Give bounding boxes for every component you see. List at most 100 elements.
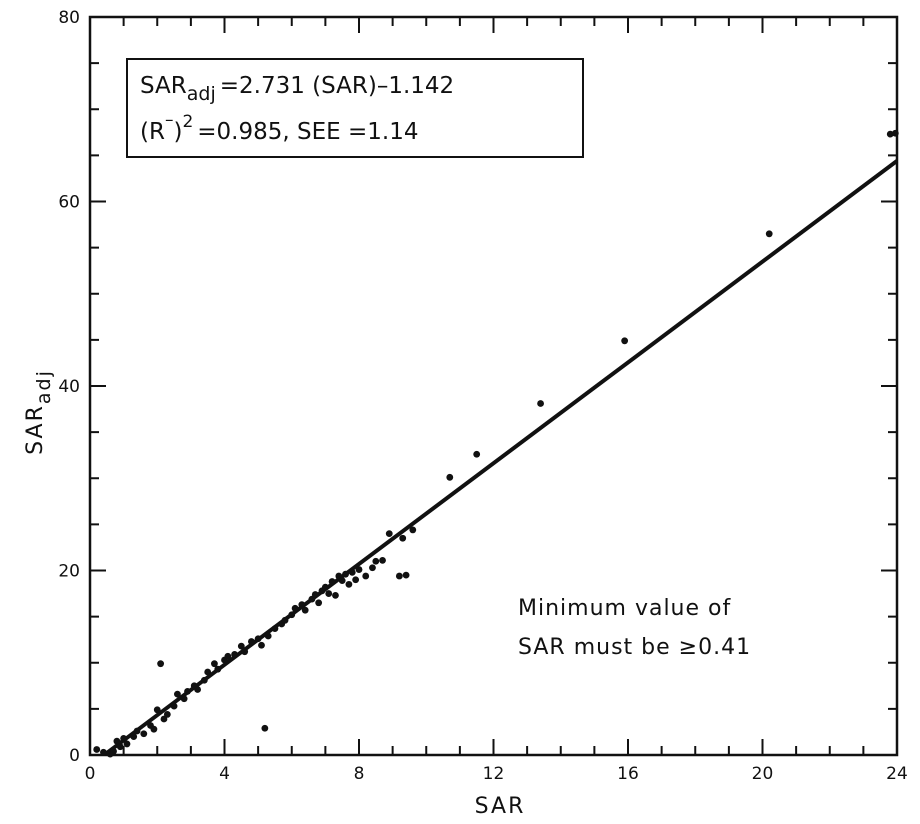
equation-line-2: (R–)2 =0.985, SEE =1.14 <box>140 110 418 145</box>
y-tick-labels: 0 20 40 60 80 <box>58 8 80 766</box>
data-point <box>379 556 386 564</box>
equation-rhs: =2.731 (SAR)–1.142 <box>220 73 454 99</box>
data-point <box>621 337 629 345</box>
data-point <box>174 690 181 698</box>
data-point <box>271 625 279 633</box>
data-point <box>399 534 407 542</box>
equation-line-1: SARadj =2.731 (SAR)–1.142 <box>140 73 454 105</box>
data-point <box>254 635 262 643</box>
data-point <box>325 590 333 597</box>
y-tick-label: 80 <box>58 8 80 28</box>
data-point <box>133 727 141 735</box>
data-point <box>261 724 269 732</box>
data-point <box>352 576 360 584</box>
data-point <box>395 572 403 580</box>
data-point <box>537 400 544 407</box>
equation-lhs: SAR <box>140 73 187 99</box>
data-point <box>120 734 128 742</box>
data-point <box>338 577 346 585</box>
data-point <box>298 601 306 609</box>
data-point <box>301 606 309 614</box>
x-tick-label: 0 <box>85 764 96 784</box>
note-line-1: Minimum value of <box>518 596 731 621</box>
data-point <box>248 638 255 645</box>
equation-box <box>126 58 584 158</box>
axis-ticks <box>90 17 897 755</box>
data-point <box>153 706 161 714</box>
data-point <box>345 580 353 588</box>
data-point <box>130 733 138 740</box>
data-point <box>241 648 249 656</box>
data-point <box>355 566 363 573</box>
x-axis-title: SAR <box>475 794 526 819</box>
note-line-2: SAR must be ≥0.41 <box>518 635 751 660</box>
data-point <box>311 591 319 598</box>
data-point <box>348 568 356 576</box>
data-point <box>194 686 202 693</box>
y-axis-title: SARadj <box>23 369 55 455</box>
data-point <box>372 557 380 565</box>
data-point <box>204 668 212 676</box>
data-point <box>765 230 773 238</box>
data-point <box>321 583 329 591</box>
data-point <box>163 711 171 718</box>
data-point <box>315 599 323 607</box>
data-point <box>369 564 376 572</box>
data-point <box>211 660 218 668</box>
data-point <box>332 592 339 599</box>
y-tick-label: 20 <box>58 562 80 582</box>
data-point <box>288 611 296 619</box>
y-tick-label: 60 <box>58 193 80 213</box>
y-axis-title-subscript: adj <box>33 369 55 404</box>
y-axis-title-main: SAR <box>23 404 48 455</box>
data-point <box>100 748 107 756</box>
data-point <box>446 473 454 481</box>
data-point <box>258 641 265 649</box>
x-tick-label: 16 <box>617 764 639 784</box>
data-point <box>116 743 124 751</box>
data-point <box>402 571 410 579</box>
x-tick-label: 8 <box>354 764 365 784</box>
data-point <box>180 695 188 703</box>
r-bar: – <box>165 110 174 130</box>
r-squared-lhs: (R <box>140 119 165 145</box>
data-point <box>237 642 245 650</box>
data-point <box>409 526 417 534</box>
data-point <box>200 676 208 684</box>
x-tick-label: 4 <box>219 764 230 784</box>
data-point <box>157 660 165 668</box>
data-point <box>123 740 131 748</box>
regression-line <box>103 159 899 756</box>
data-point <box>150 725 158 733</box>
data-point <box>184 687 191 695</box>
data-point <box>886 130 894 138</box>
data-point <box>93 746 101 753</box>
data-point <box>385 530 393 537</box>
data-point <box>328 578 336 585</box>
x-tick-labels: 0 4 8 12 16 20 24 <box>85 764 908 784</box>
data-point <box>891 129 899 137</box>
x-tick-label: 20 <box>752 764 774 784</box>
data-point <box>291 604 299 612</box>
data-point <box>281 616 289 624</box>
data-point <box>264 632 272 640</box>
data-point <box>113 737 121 745</box>
data-point <box>473 450 481 458</box>
data-points <box>93 129 899 758</box>
data-point <box>140 730 148 738</box>
data-point <box>170 702 178 710</box>
x-tick-label: 12 <box>483 764 505 784</box>
r-squared-exponent: 2 <box>182 112 193 132</box>
data-point <box>224 652 232 660</box>
data-point <box>214 665 222 673</box>
equation-lhs-subscript: adj <box>187 83 216 105</box>
y-tick-label: 40 <box>58 377 80 397</box>
data-point <box>231 651 238 658</box>
r-squared-rhs: =0.985, SEE =1.14 <box>197 119 418 145</box>
data-point <box>110 747 117 755</box>
x-tick-label: 24 <box>886 764 908 784</box>
r-close-paren: ) <box>173 119 182 145</box>
data-point <box>342 570 349 578</box>
y-tick-label: 0 <box>69 746 80 766</box>
